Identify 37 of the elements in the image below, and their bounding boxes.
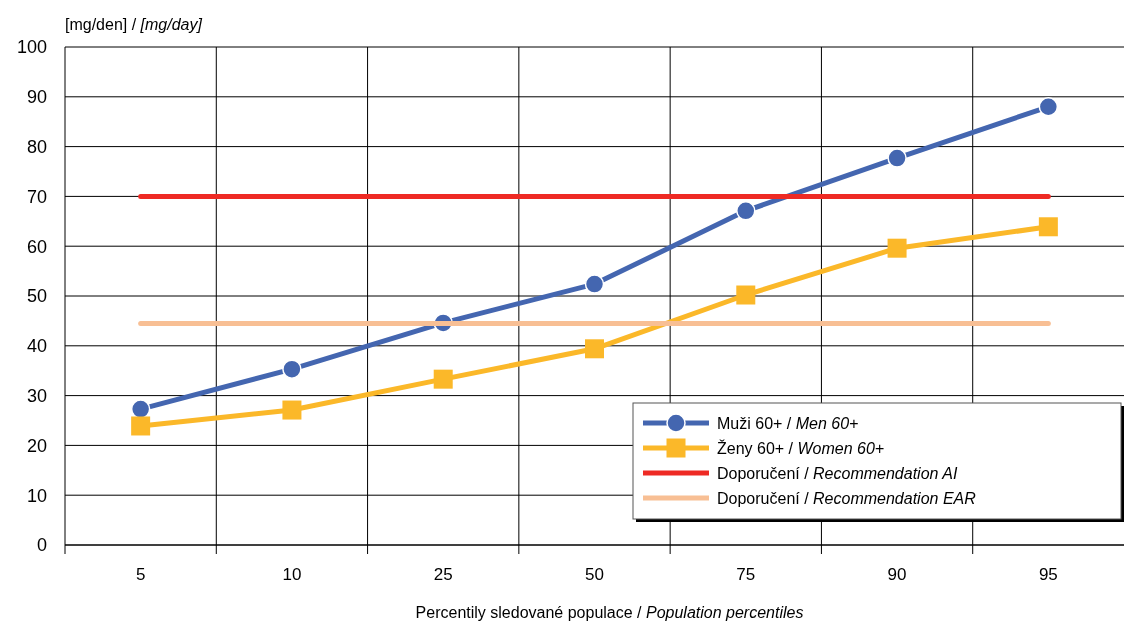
point (887, 238, 907, 258)
y-tick-label: 10 (26, 485, 47, 506)
legend-label: Doporučení / Recommendation EAR (717, 489, 977, 507)
point (131, 416, 151, 436)
point (282, 400, 302, 420)
x-tick-label: 5 (135, 565, 146, 584)
y-tick-label: 0 (36, 535, 47, 556)
y-tick-label: 100 (16, 37, 47, 58)
x-tick-label: 25 (433, 565, 453, 584)
y-tick-label: 70 (26, 186, 47, 207)
x-tick-label: 90 (887, 565, 907, 584)
y-tick-label: 50 (26, 286, 47, 307)
point (584, 274, 605, 294)
point (585, 339, 604, 359)
point (1038, 97, 1059, 117)
y-axis-title: [mg/den] / [mg/day] (65, 16, 203, 33)
x-tick-label: 50 (585, 565, 604, 584)
y-tick-label: 20 (26, 435, 47, 456)
point (887, 148, 907, 168)
x-tick-label: 75 (736, 565, 756, 584)
point (282, 359, 302, 379)
x-tick-label: 10 (282, 565, 302, 584)
y-tick-label: 30 (26, 385, 47, 406)
legend-label: Doporučení / Recommendation AI (717, 464, 958, 482)
legend-label: Muži 60+ / Men 60+ (717, 414, 859, 432)
x-axis-title: Percentily sledované populace / Population percentiles (415, 604, 804, 621)
point (736, 285, 756, 305)
x-tick-label: 95 (1038, 565, 1058, 584)
point (736, 201, 756, 221)
point (433, 369, 453, 389)
y-tick-label: 40 (26, 336, 47, 357)
y-tick-label: 60 (26, 236, 47, 257)
point (130, 399, 151, 419)
y-tick-label: 90 (26, 87, 47, 108)
legend-label: Ženy 60+ / Women 60+ (717, 438, 885, 457)
point (1038, 217, 1058, 237)
y-tick-label: 80 (26, 136, 47, 157)
